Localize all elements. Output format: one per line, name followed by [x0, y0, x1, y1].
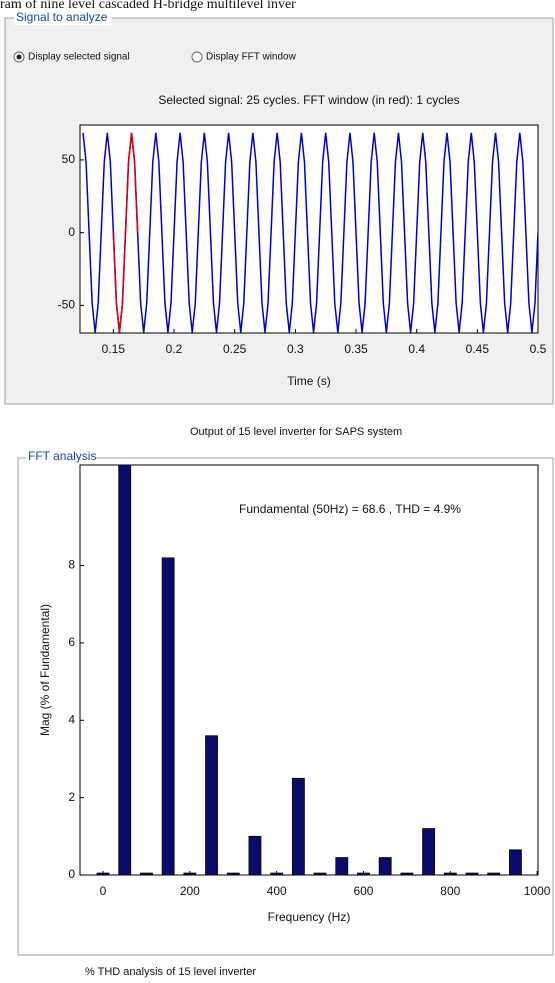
bar — [422, 828, 436, 875]
x-axis-label: Time (s) — [287, 374, 331, 388]
radio-label[interactable]: Display FFT window — [206, 52, 297, 63]
y-axis-label: Mag (% of Fundamental) — [38, 604, 52, 736]
panel-title: FFT analysis — [28, 449, 96, 463]
bar — [248, 835, 262, 875]
caption: % THD analysis of 15 level inverter — [85, 966, 256, 978]
y-tick-label: 0 — [68, 867, 75, 881]
x-tick-label: 0.4 — [408, 342, 425, 356]
bar — [487, 872, 501, 875]
bar — [183, 872, 197, 875]
signal-line — [112, 132, 139, 333]
bar — [140, 872, 153, 875]
x-axis-label: Frequency (Hz) — [268, 910, 351, 924]
x-tick-label: 0 — [100, 884, 107, 898]
chart-title: Fundamental (50Hz) = 68.6 , THD = 4.9% — [239, 502, 461, 516]
radio-label[interactable]: Display selected signal — [28, 52, 130, 63]
plot-area — [79, 464, 539, 876]
x-tick-label: 0.45 — [466, 342, 490, 356]
x-tick-label: 600 — [353, 884, 373, 898]
bar — [118, 465, 132, 875]
bar — [400, 872, 414, 875]
bar — [291, 777, 305, 875]
x-tick-label: 800 — [440, 884, 460, 898]
chart-title: Selected signal: 25 cycles. FFT window (… — [158, 93, 459, 107]
x-tick-label: 0.25 — [223, 342, 247, 356]
x-tick-label: 0.3 — [287, 342, 304, 356]
y-tick-label: -50 — [58, 298, 76, 312]
x-tick-label: 400 — [267, 884, 287, 898]
y-tick-label: 0 — [68, 225, 75, 239]
caption: Output of 15 level inverter for SAPS sys… — [190, 426, 402, 438]
bar — [96, 872, 110, 875]
panel-title: Signal to analyze — [16, 10, 108, 24]
y-tick-label: 6 — [68, 635, 75, 649]
header-text: ram of nine level cascaded H-bridge mult… — [0, 0, 296, 12]
x-tick-label: 0.35 — [344, 342, 368, 356]
bar — [465, 872, 479, 875]
y-tick-label: 8 — [68, 558, 75, 572]
x-tick-label: 200 — [180, 884, 200, 898]
x-tick-label: 1000 — [524, 884, 551, 898]
x-tick-label: 0.5 — [530, 342, 547, 356]
bar — [161, 557, 175, 875]
x-tick-label: 0.15 — [102, 342, 126, 356]
signal-line — [82, 132, 538, 333]
bar — [226, 872, 240, 875]
bar — [443, 872, 457, 875]
y-tick-label: 4 — [68, 712, 75, 726]
panel-label-bg — [26, 450, 96, 464]
bar — [313, 872, 327, 875]
y-tick-label: 50 — [62, 152, 76, 166]
bar — [509, 849, 522, 875]
bar — [357, 872, 370, 875]
radio-dot — [16, 54, 22, 60]
radio-button[interactable] — [191, 51, 203, 63]
bar — [378, 857, 392, 875]
x-tick-label: 0.2 — [166, 342, 183, 356]
bar — [335, 857, 349, 875]
panel-label-bg — [14, 11, 112, 25]
bar — [205, 735, 218, 875]
bar — [270, 872, 284, 875]
y-tick-label: 2 — [68, 790, 75, 804]
